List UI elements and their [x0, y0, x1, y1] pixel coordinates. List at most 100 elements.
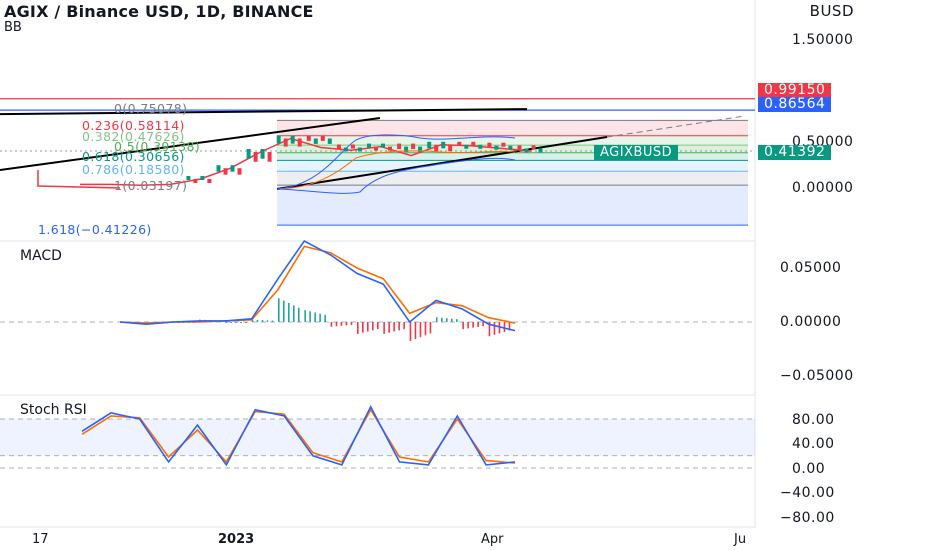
candle — [397, 143, 402, 149]
candle — [478, 144, 483, 149]
macd-histogram-bar — [261, 320, 264, 322]
macd-histogram-bar — [377, 322, 379, 330]
rsi-tick: −80.00 — [780, 510, 835, 526]
chart-title: AGIX / Binance USD, 1D, BINANCE — [4, 2, 314, 21]
macd-histogram-bar — [345, 322, 348, 326]
macd-histogram-bar — [372, 322, 374, 331]
candle — [464, 144, 469, 149]
candle — [388, 146, 392, 151]
macd-histogram-bar — [503, 322, 506, 332]
macd-histogram-bar — [278, 298, 280, 322]
macd-histogram-bar — [388, 322, 390, 333]
symbol-badge: AGIXBUSD — [594, 145, 679, 160]
trendline-projection — [606, 115, 746, 138]
candle — [297, 138, 302, 147]
macd-histogram-bar — [283, 300, 285, 322]
fib-label: 1.618(−0.41226) — [38, 222, 152, 237]
macd-histogram-bar — [393, 322, 395, 332]
fib-label: 0.382(0.47626) — [82, 129, 185, 144]
macd-histogram-bar — [271, 320, 274, 322]
candle — [538, 148, 543, 153]
candle — [517, 145, 522, 150]
macd-histogram-bar — [482, 322, 484, 327]
stoch-rsi-label: Stoch RSI — [20, 402, 87, 418]
time-tick: Ju — [734, 532, 747, 547]
time-tick: Apr — [481, 532, 504, 547]
macd-histogram-bar — [230, 322, 232, 323]
macd-histogram-bar — [414, 322, 417, 340]
macd-histogram-bar — [429, 322, 432, 334]
macd-histogram-bar — [298, 307, 300, 322]
candle — [501, 142, 506, 147]
candle — [207, 179, 212, 183]
macd-histogram-bar — [256, 319, 259, 322]
candle — [283, 138, 288, 147]
macd-histogram-bar — [293, 305, 295, 322]
macd-histogram-bar — [251, 319, 254, 322]
macd-histogram-bar — [456, 319, 458, 322]
price-tick: 1.50000 — [792, 32, 854, 48]
macd-histogram-bar — [367, 322, 369, 332]
macd-histogram-bar — [340, 322, 343, 326]
macd-histogram-bar — [266, 320, 269, 322]
candle — [216, 165, 221, 172]
candle — [200, 176, 205, 180]
macd-histogram-bar — [441, 317, 443, 322]
candle — [246, 149, 251, 159]
candle — [276, 135, 281, 144]
candle — [313, 138, 318, 144]
macd-histogram-bar — [304, 310, 306, 322]
candle — [267, 152, 272, 162]
macd-histogram-bar — [383, 322, 385, 334]
bb-basis — [276, 150, 516, 190]
macd-histogram-bar — [409, 322, 412, 342]
macd-histogram-bar — [288, 302, 290, 322]
candle — [508, 145, 513, 150]
candle — [290, 135, 295, 144]
candle — [374, 146, 378, 151]
macd-histogram-bar — [225, 322, 227, 323]
macd-histogram-bar — [324, 314, 326, 322]
macd-histogram-bar — [419, 322, 422, 338]
rsi-tick: −40.00 — [780, 485, 835, 501]
fib-label: 1(0.03197) — [114, 178, 188, 193]
macd-histogram-bar — [508, 322, 511, 331]
candle — [457, 141, 462, 146]
trendline-resistance — [0, 117, 381, 171]
candle — [186, 176, 191, 180]
macd-tick: 0.00000 — [780, 314, 842, 330]
macd-histogram-bar — [472, 322, 474, 328]
macd-line — [119, 239, 516, 332]
candle — [524, 148, 529, 153]
candle — [343, 147, 348, 152]
fib-zone — [277, 160, 748, 172]
macd-histogram-bar — [314, 312, 316, 322]
macd-histogram-bar — [357, 322, 359, 334]
candle — [441, 141, 446, 149]
macd-histogram-bar — [436, 317, 438, 322]
macd-histogram-bar — [330, 322, 333, 327]
candle — [230, 165, 235, 172]
candle — [487, 142, 492, 147]
fib-label: 0.236(0.58114) — [82, 118, 185, 133]
macd-histogram-bar — [362, 322, 364, 333]
macd-histogram-bar — [240, 322, 242, 323]
red-level-badge: 0.99150 — [758, 83, 832, 98]
price-tick: 0.00000 — [792, 180, 854, 196]
indicator-label: BB — [4, 20, 22, 35]
macd-histogram-bar — [350, 322, 353, 325]
last-price-badge: 0.41392 — [758, 145, 832, 160]
macd-histogram-bar — [245, 322, 247, 323]
fib-label: 0(0.75078) — [114, 101, 188, 116]
currency-label: BUSD — [809, 2, 854, 20]
macd-signal-line — [119, 245, 516, 324]
blue-level-badge: 0.86564 — [758, 97, 832, 112]
macd-histogram-bar — [488, 322, 491, 337]
candle — [381, 143, 385, 148]
macd-histogram-bar — [493, 322, 496, 335]
candle — [223, 168, 228, 175]
candle — [350, 144, 355, 149]
candle — [336, 144, 341, 149]
